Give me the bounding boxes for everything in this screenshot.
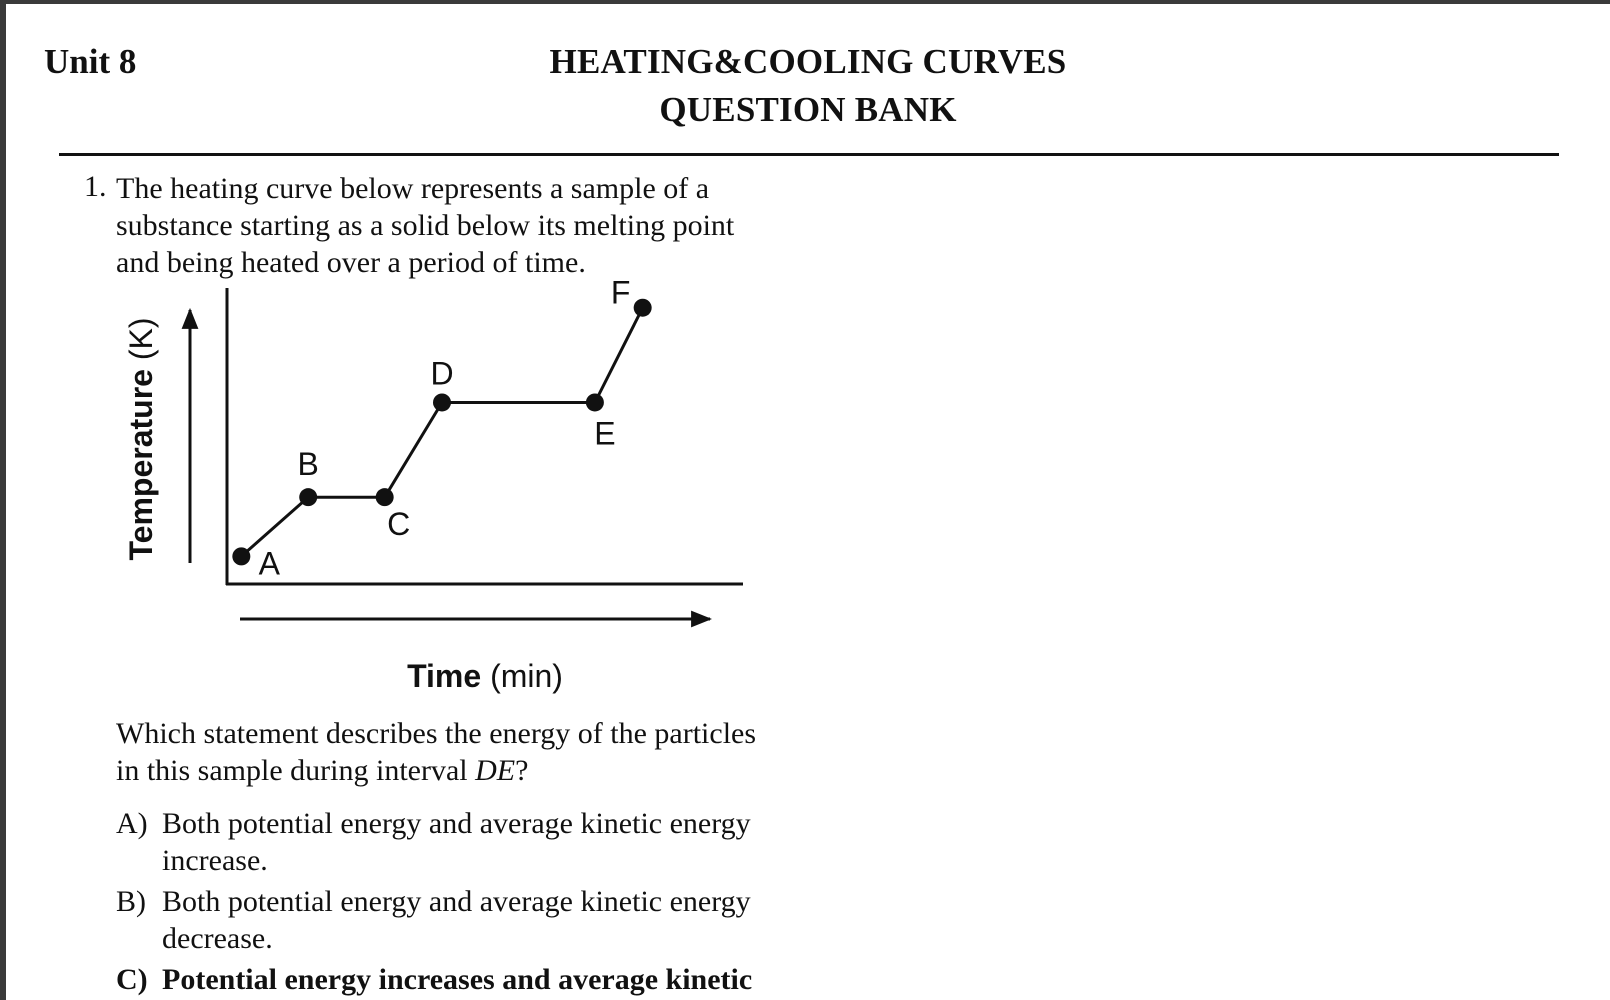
choice-letter: A)	[116, 807, 148, 840]
unit-label: Unit 8	[44, 42, 137, 81]
choice-text: Both potential energy and average kineti…	[162, 883, 751, 957]
y-axis-label-unit: (K)	[123, 317, 159, 369]
page-subtitle: QUESTION BANK	[659, 90, 957, 129]
x-axis-label: Time (min)	[407, 658, 563, 694]
point-a-label: A	[259, 545, 281, 581]
point-e-marker	[585, 393, 604, 412]
heating-curve-line	[240, 307, 645, 558]
stem-line: The heating curve below represents a sam…	[116, 172, 710, 205]
page-title: HEATING&COOLING CURVES	[549, 42, 1067, 81]
stem-line: and being heated over a period of time.	[116, 246, 586, 279]
point-f-marker	[633, 298, 652, 317]
prompt-line: in this sample during interval DE?	[116, 752, 756, 789]
point-b-label: B	[298, 446, 319, 482]
stem-line: substance starting as a solid below its …	[116, 209, 735, 242]
point-a-marker	[232, 547, 251, 566]
x-axis-label-name: Time	[407, 658, 481, 694]
point-d-marker	[433, 393, 451, 412]
question-prompt: Which statement describes the energy of …	[116, 715, 756, 789]
point-c-marker	[375, 488, 394, 507]
choice-line: decrease.	[162, 922, 273, 955]
x-axis-label-unit: (min)	[481, 658, 563, 694]
heating-curve-chart: Temperature (K) A B C D E F Time (min)	[123, 275, 743, 694]
choice-line: Both potential energy and average kineti…	[162, 885, 751, 918]
interval-label: DE	[475, 754, 516, 787]
curve-points: A B C D E F	[232, 275, 652, 581]
choice-letter: B)	[116, 885, 146, 918]
question-stem: The heating curve below represents a sam…	[116, 170, 816, 281]
choice-line: Both potential energy and average kineti…	[162, 807, 751, 840]
prompt-line: Which statement describes the energy of …	[116, 717, 757, 750]
choice-line: increase.	[162, 844, 268, 877]
point-b-marker	[299, 488, 318, 507]
point-e-label: E	[594, 415, 615, 451]
choice-letter: C)	[116, 963, 148, 996]
choice-line: Potential energy increases and average k…	[162, 963, 753, 996]
prompt-text: in this sample during interval	[116, 754, 476, 787]
point-d-label: D	[430, 355, 453, 391]
point-f-label: F	[611, 275, 631, 311]
prompt-text: ?	[515, 754, 529, 787]
question-number: 1.	[84, 170, 107, 203]
choice-text: Both potential energy and average kineti…	[162, 805, 751, 879]
point-c-label: C	[387, 506, 410, 542]
y-axis-label: Temperature (K)	[123, 317, 159, 560]
worksheet-page: Unit 8 HEATING&COOLING CURVES QUESTION B…	[6, 4, 1610, 1000]
y-axis-label-name: Temperature	[123, 369, 159, 560]
choice-text: Potential energy increases and average k…	[162, 961, 752, 998]
header-divider	[59, 153, 1559, 156]
